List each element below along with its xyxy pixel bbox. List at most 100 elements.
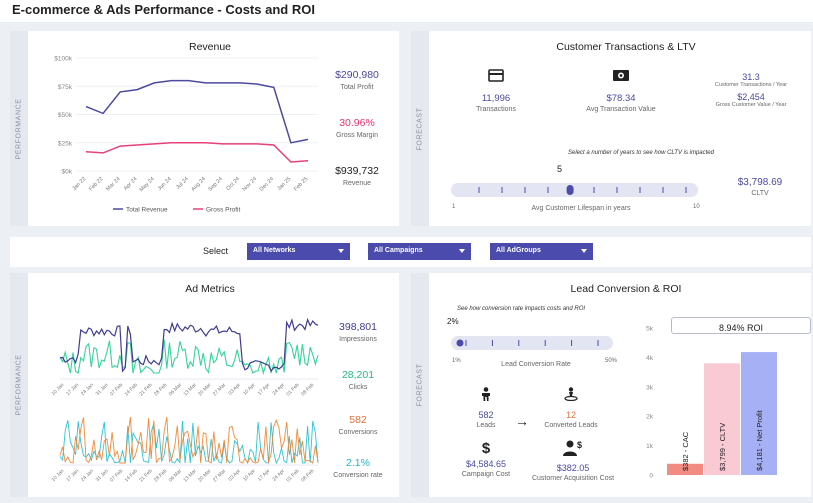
x-tick-label: Nov 24 [242, 176, 259, 193]
cash-icon [613, 70, 629, 81]
ltv-panel: FORECAST Customer Transactions & LTV 11,… [411, 31, 811, 226]
x-tick-label: 24 Jan [80, 382, 95, 397]
roi-bar-cac [667, 463, 703, 475]
x-tick-label: Jan 22 [71, 176, 87, 192]
x-tick-label: 24 Jan [80, 468, 95, 483]
leads-label: Leads [476, 422, 496, 429]
y-tick-label: 1k [646, 443, 654, 450]
networks-dropdown[interactable]: All Networks [247, 243, 350, 260]
conversions-line [59, 417, 319, 464]
lifespan-max: 10 [693, 204, 700, 210]
x-tick-label: Apr 24 [123, 176, 139, 192]
legend-revenue: Total Revenue [126, 207, 168, 214]
x-tick-label: 07 Feb [109, 382, 124, 397]
total-profit-label: Total Profit [340, 84, 374, 91]
leads-value: 582 [478, 410, 494, 420]
gross-margin-value: 30.96% [339, 117, 375, 129]
x-tick-label: 21 Feb [138, 382, 153, 397]
x-tick-label: 06 Mar [168, 382, 183, 397]
roi-bar-label: $382 - CAC [681, 431, 690, 471]
x-tick-label: Aug 24 [190, 176, 207, 193]
x-tick-label: 17 Jan [65, 468, 80, 483]
slider-knob [456, 339, 464, 347]
legend-profit: Gross Profit [206, 207, 241, 214]
x-tick-label: 31 Jan [95, 468, 110, 483]
x-tick-label: 10 Apr [242, 468, 257, 483]
total-profit-value: $290,980 [335, 69, 379, 81]
x-tick-label: 10 Jan [51, 382, 66, 397]
x-tick-label: 03 Apr [227, 382, 242, 397]
ad-metrics-side-label: PERFORMANCE [10, 273, 28, 497]
chevron-down-icon [338, 249, 344, 253]
atv-value: $78.34 [606, 93, 636, 104]
ad-metrics-title: Ad Metrics [185, 283, 235, 295]
page-title: E-commerce & Ads Performance - Costs and… [12, 2, 315, 17]
y-tick-label: 2k [646, 414, 654, 421]
x-tick-label: 08 Feb [300, 382, 315, 397]
adgroups-dropdown[interactable]: All AdGroups [490, 243, 593, 260]
x-tick-label: 17 Jan [65, 382, 80, 397]
clicks-label: Clicks [348, 384, 368, 391]
gcv-value: $2,454 [737, 92, 765, 102]
total-revenue-line [85, 79, 309, 144]
lead-rate-slider[interactable] [451, 336, 613, 350]
cac-label: Customer Acquisition Cost [531, 475, 615, 482]
y-tick-label: $0k [62, 169, 73, 176]
campaigns-dropdown[interactable]: All Campaigns [368, 243, 471, 260]
roi-bar-cltv [704, 363, 740, 475]
revenue-value: $939,732 [335, 165, 379, 177]
x-tick-label: 08 Feb [300, 468, 315, 483]
converted-value: 12 [565, 410, 576, 420]
cltv-label: CLTV [751, 190, 769, 197]
gcv-label: Gross Customer Value / Year [715, 102, 787, 108]
impressions-line [59, 317, 319, 373]
conv-rate-value: 2.1% [346, 457, 370, 469]
y-tick-label: $100k [54, 56, 72, 63]
x-tick-label: 27 Mar [212, 468, 227, 483]
clicks-line [59, 339, 319, 376]
transactions-value: 11,996 [481, 93, 511, 104]
lead-panel: FORECAST Lead Conversion & ROI See how c… [411, 273, 811, 497]
lifespan-slider[interactable] [451, 183, 698, 197]
x-tick-label: 24 Apr [272, 468, 287, 483]
x-tick-label: Oct 24 [225, 176, 241, 192]
roi-label: 8.94% ROI [718, 323, 764, 333]
x-tick-label: 17 Apr [257, 468, 272, 483]
arrow-right-icon: → [515, 413, 529, 429]
roi-bar-net-profit [741, 352, 777, 475]
x-tick-label: 01 Feb [285, 468, 300, 483]
svg-text:$: $ [577, 440, 582, 450]
impressions-label: Impressions [339, 336, 377, 343]
x-tick-label: 14 Feb [124, 382, 139, 397]
x-tick-label: May 24 [139, 176, 156, 193]
select-label: Select [203, 246, 229, 256]
dollar-icon: $ [481, 440, 491, 457]
cac-value: $382.05 [556, 463, 590, 473]
slider-knob [566, 185, 574, 195]
x-tick-label: Jul 24 [175, 176, 190, 191]
receipt-icon [488, 69, 504, 82]
x-tick-label: 10 Jan [51, 468, 66, 483]
x-tick-label: 06 Mar [168, 468, 183, 483]
gross-profit-line [85, 142, 309, 163]
years-value: 5 [557, 164, 563, 174]
lead-title: Lead Conversion & ROI [570, 283, 682, 295]
x-tick-label: 28 Feb [153, 468, 168, 483]
rate-value: 2% [447, 317, 459, 326]
y-tick-label: $75k [58, 84, 73, 91]
transactions-label: Transactions [476, 106, 516, 113]
gross-margin-label: Gross Margin [335, 132, 378, 139]
user-dollar-icon: $ [563, 440, 582, 456]
roi-bar-label: $4,181 - Net Profit [755, 409, 764, 471]
roi-bar-label: $3,799 - CLTV [718, 423, 727, 471]
cltv-hint: Select a number of years to see how CLTV… [568, 150, 714, 156]
lead-side-label: FORECAST [411, 273, 429, 497]
revenue-side-label: PERFORMANCE [10, 31, 28, 226]
page-header: E-commerce & Ads Performance - Costs and… [0, 0, 813, 22]
x-tick-label: 14 Feb [124, 468, 139, 483]
x-tick-label: 21 Feb [138, 468, 153, 483]
roi-chart: 0 1k 2k 3k 4k 5k $382 - CAC $3,799 - CLTV $4,181… [646, 326, 777, 480]
revenue-title: Revenue [188, 41, 232, 53]
conv-rate-line [59, 420, 319, 465]
